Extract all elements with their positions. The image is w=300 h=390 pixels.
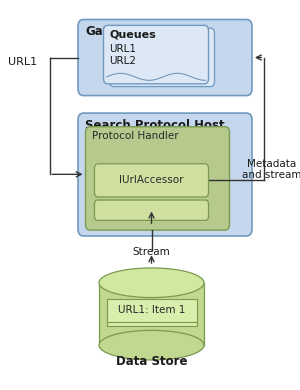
FancyBboxPatch shape <box>103 25 208 84</box>
Text: URL1: URL1 <box>8 57 37 67</box>
Text: Data Store: Data Store <box>116 355 187 369</box>
FancyBboxPatch shape <box>110 28 214 87</box>
Text: Queues: Queues <box>110 29 156 39</box>
FancyBboxPatch shape <box>94 164 208 197</box>
FancyBboxPatch shape <box>85 127 230 230</box>
Text: Search Protocol Host: Search Protocol Host <box>85 119 225 132</box>
Bar <box>99 283 204 345</box>
Text: Gatherer: Gatherer <box>85 25 145 38</box>
Text: Stream: Stream <box>133 246 170 257</box>
Text: IUrlAccessor: IUrlAccessor <box>119 176 184 185</box>
Ellipse shape <box>99 268 204 298</box>
FancyBboxPatch shape <box>78 20 252 96</box>
Text: URL1: URL1 <box>110 44 136 54</box>
Bar <box>106 304 196 326</box>
FancyBboxPatch shape <box>94 200 208 220</box>
FancyBboxPatch shape <box>78 113 252 236</box>
Bar <box>106 299 196 322</box>
Text: URL2: URL2 <box>110 56 136 66</box>
Text: Metadata
and stream: Metadata and stream <box>242 159 300 181</box>
Text: URL1: Item 1: URL1: Item 1 <box>118 305 185 316</box>
Ellipse shape <box>99 330 204 360</box>
Text: Protocol Handler: Protocol Handler <box>92 131 178 142</box>
